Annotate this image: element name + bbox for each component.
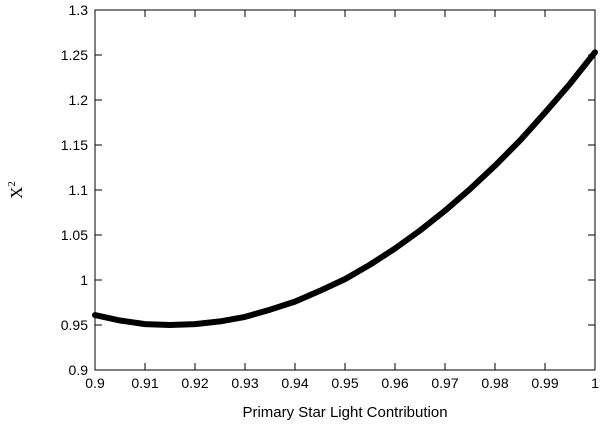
x-tick-label: 0.93 xyxy=(231,375,258,391)
x-tick-label: 0.98 xyxy=(481,375,508,391)
y-tick-label: 1.2 xyxy=(69,92,89,108)
y-tick-label: 1.05 xyxy=(61,227,88,243)
x-axis-ticks: 0.9 0.91 0.92 0.93 0.94 0.95 0.96 0.97 0.98 0.99 1 xyxy=(85,10,599,391)
y-axis-label-superscript: 2 xyxy=(6,181,18,187)
x-tick-label: 0.92 xyxy=(181,375,208,391)
y-tick-label: 1.25 xyxy=(61,47,88,63)
x-tick-label: 0.91 xyxy=(131,375,158,391)
x-tick-label: 0.99 xyxy=(531,375,558,391)
x-tick-label: 0.97 xyxy=(431,375,458,391)
series-line-chi-square xyxy=(92,49,598,328)
y-tick-label: 1.3 xyxy=(69,2,89,18)
x-tick-label: 0.9 xyxy=(85,375,105,391)
x-tick-label: 0.95 xyxy=(331,375,358,391)
y-axis-label: X2 xyxy=(6,181,26,199)
x-tick-label: 0.94 xyxy=(281,375,308,391)
x-axis-label: Primary Star Light Contribution xyxy=(242,404,447,421)
plot-frame xyxy=(94,9,596,371)
x-tick-label: 0.96 xyxy=(381,375,408,391)
y-tick-label: 1.1 xyxy=(69,182,89,198)
y-tick-label: 1 xyxy=(80,272,88,288)
y-tick-label: 1.15 xyxy=(61,137,88,153)
x-tick-label: 1 xyxy=(591,375,599,391)
y-tick-label: 0.9 xyxy=(69,362,89,378)
y-axis-label-base: X xyxy=(7,187,26,199)
y-tick-label: 0.95 xyxy=(61,317,88,333)
